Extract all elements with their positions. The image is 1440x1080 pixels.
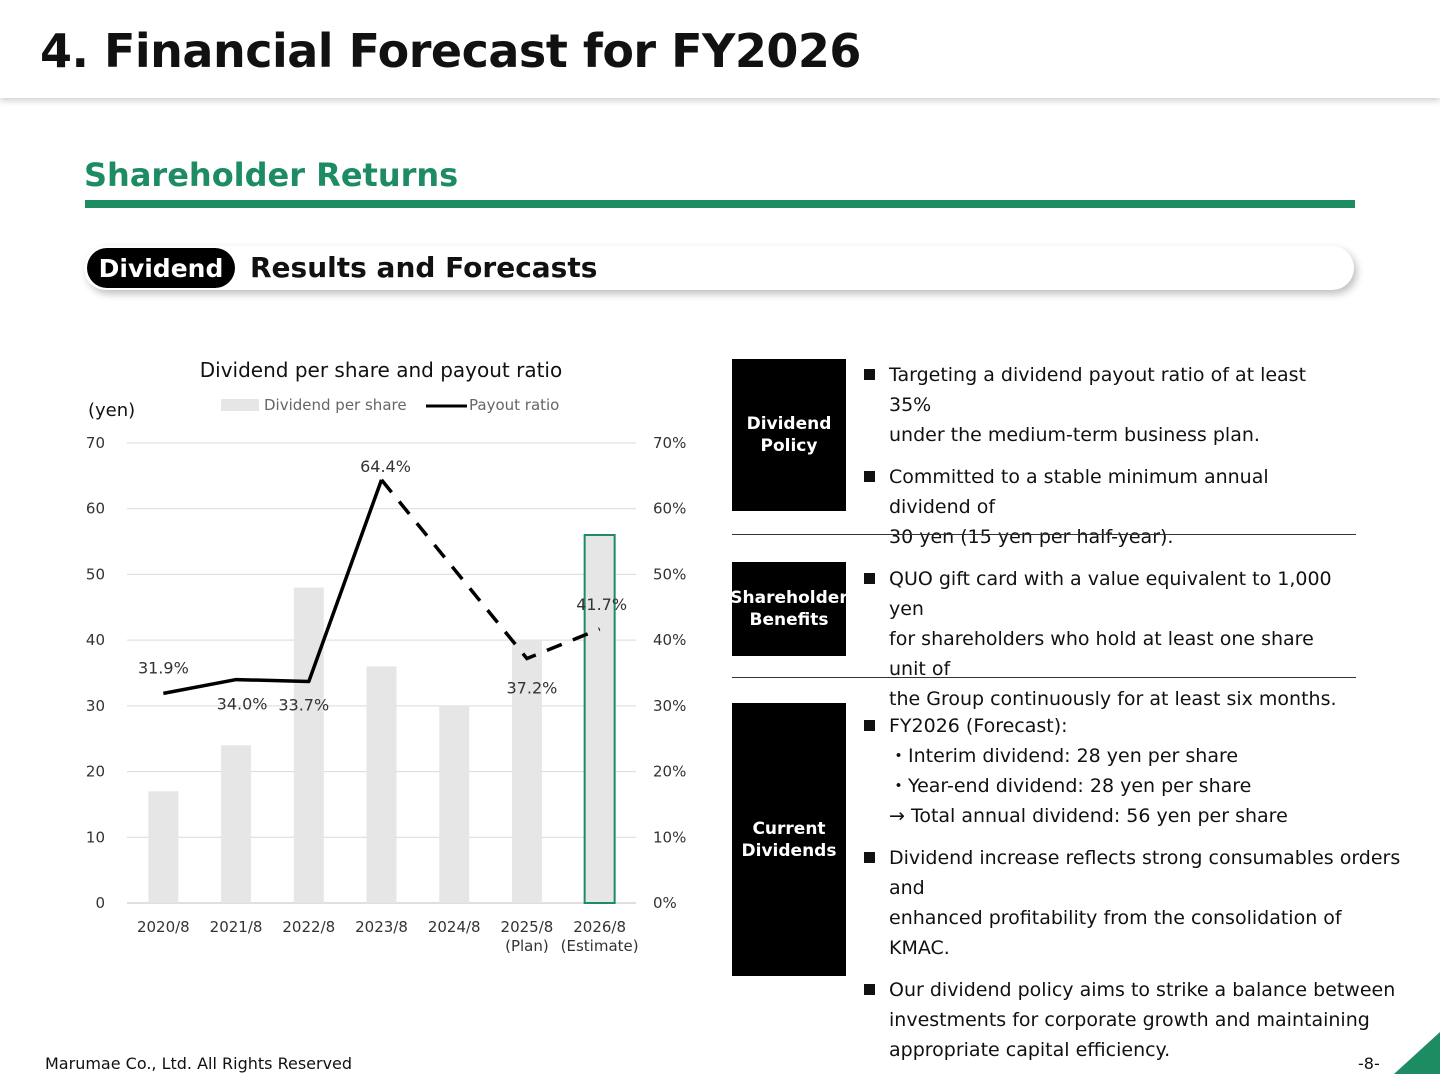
current-dividends-label-line: Dividends: [741, 840, 837, 861]
bar: [439, 705, 470, 903]
x-tick: 2021/8: [210, 918, 263, 936]
square-bullet-icon: [864, 369, 875, 380]
current-dividends-text: appropriate capital efficiency.: [889, 1039, 1171, 1061]
y-right-tick: 10%: [653, 828, 686, 846]
dividend-policy-bullet: Committed to a stable minimum annual div…: [862, 462, 1342, 552]
legend-bar-label: Dividend per share: [264, 396, 407, 414]
shareholder-benefits-text: QUO gift card with a value equivalent to…: [889, 568, 1332, 620]
payout-data-label: 34.0%: [217, 695, 268, 714]
banner-title: Results and Forecasts: [250, 251, 598, 284]
square-bullet-icon: [864, 984, 875, 995]
square-bullet-icon: [864, 573, 875, 584]
current-dividends-bullets: FY2026 (Forecast): ・Interim dividend: 28 …: [862, 711, 1407, 1077]
shareholder-benefits-bullet: QUO gift card with a value equivalent to…: [862, 564, 1342, 714]
dividend-policy-text: Targeting a dividend payout ratio of at …: [889, 364, 1307, 416]
y-left-tick: 0: [95, 894, 105, 912]
y-right-tick: 30%: [653, 697, 686, 715]
y-left-tick: 60: [86, 500, 105, 518]
x-tick: 2026/8: [573, 918, 626, 936]
y-left-tick: 50: [86, 565, 105, 583]
section-divider: [85, 200, 1355, 208]
payout-data-label: 31.9%: [138, 658, 189, 677]
dividend-policy-text: 30 yen (15 yen per half-year).: [889, 526, 1174, 548]
x-tick: 2025/8: [501, 918, 554, 936]
y-right-tick: 60%: [653, 500, 686, 518]
current-dividends-bullet: Dividend increase reflects strong consum…: [862, 843, 1407, 963]
legend-line-label: Payout ratio: [469, 396, 559, 414]
payout-line-forecast: [380, 478, 601, 661]
legend-bar-swatch: [221, 399, 259, 411]
y-left-tick: 10: [86, 828, 105, 846]
dividend-chart: Dividend per share and payout ratio (yen)…: [86, 358, 686, 955]
y-right-tick: 0%: [653, 894, 677, 912]
current-dividends-bullet: Our dividend policy aims to strike a bal…: [862, 975, 1407, 1065]
bar: [221, 745, 252, 903]
current-dividends-text: → Total annual dividend: 56 yen per shar…: [889, 805, 1288, 827]
shareholder-benefits-label-line: Shareholder: [730, 588, 848, 608]
payout-data-label: 33.7%: [278, 696, 329, 715]
square-bullet-icon: [864, 720, 875, 731]
payout-data-label: 64.4%: [360, 457, 411, 476]
y-left-tick: 20: [86, 763, 105, 781]
y-axis-unit: (yen): [88, 400, 135, 421]
chart-title: Dividend per share and payout ratio: [200, 358, 562, 382]
bar-highlighted: [583, 534, 616, 904]
current-dividends-text: ・Interim dividend: 28 yen per share: [889, 745, 1239, 767]
current-dividends-text: FY2026 (Forecast):: [889, 715, 1068, 737]
y-right-tick: 40%: [653, 631, 686, 649]
current-dividends-text: ・Year-end dividend: 28 yen per share: [889, 775, 1252, 797]
current-dividends-text: Our dividend policy aims to strike a bal…: [889, 979, 1396, 1001]
dividend-policy-bullets: Targeting a dividend payout ratio of at …: [862, 360, 1342, 564]
x-tick: 2023/8: [355, 918, 408, 936]
dividend-policy-text: under the medium-term business plan.: [889, 424, 1260, 446]
current-dividends-text: enhanced profitability from the consolid…: [889, 907, 1342, 959]
y-left-tick: 70: [86, 434, 105, 452]
payout-data-label: 37.2%: [507, 679, 558, 698]
current-dividends-label: Current Dividends: [732, 703, 846, 976]
y-left-tick: 30: [86, 697, 105, 715]
current-dividends-text: Dividend increase reflects strong consum…: [889, 847, 1401, 899]
section-title: Shareholder Returns: [84, 156, 459, 194]
payout-data-label: 41.7%: [576, 595, 627, 614]
square-bullet-icon: [864, 852, 875, 863]
dividend-policy-label-line: Dividend: [746, 414, 832, 434]
y-left-tick: 40: [86, 631, 105, 649]
dividend-policy-label: Dividend Policy: [732, 359, 846, 511]
x-tick: (Estimate): [561, 937, 639, 955]
shareholder-benefits-text: the Group continuously for at least six …: [889, 688, 1337, 710]
bar: [148, 791, 179, 903]
divider-1: [732, 534, 1356, 535]
payout-line-actual: [163, 479, 384, 696]
divider-2: [732, 677, 1356, 678]
shareholder-benefits-label: Shareholder Benefits: [730, 562, 848, 656]
current-dividends-text: investments for corporate growth and mai…: [889, 1009, 1370, 1031]
x-tick: 2024/8: [428, 918, 481, 936]
x-tick: 2022/8: [282, 918, 335, 936]
page-number: -8-: [1358, 1054, 1380, 1073]
dividend-tag: Dividend: [87, 248, 235, 288]
shareholder-benefits-text: for shareholders who hold at least one s…: [889, 628, 1314, 680]
subsection-banner: Dividend Results and Forecasts: [84, 246, 1354, 290]
x-tick: 2020/8: [137, 918, 190, 936]
dividend-policy-label-line: Policy: [760, 436, 818, 456]
x-tick: (Plan): [505, 937, 549, 955]
y-right-tick: 70%: [653, 434, 686, 452]
y-right-tick: 50%: [653, 565, 686, 583]
shareholder-benefits-bullets: QUO gift card with a value equivalent to…: [862, 564, 1342, 726]
current-dividends-label-line: Current: [752, 818, 826, 839]
dividend-policy-text: Committed to a stable minimum annual div…: [889, 466, 1269, 518]
square-bullet-icon: [864, 471, 875, 482]
bar: [366, 666, 397, 903]
header-bar: [0, 0, 1440, 98]
bar: [293, 587, 324, 903]
corner-triangle: [1394, 1032, 1440, 1074]
copyright: Marumae Co., Ltd. All Rights Reserved: [45, 1054, 353, 1073]
bar: [511, 640, 542, 903]
current-dividends-bullet: FY2026 (Forecast): ・Interim dividend: 28 …: [862, 711, 1407, 831]
page-title: 4. Financial Forecast for FY2026: [40, 24, 861, 78]
shareholder-benefits-label-line: Benefits: [749, 610, 829, 630]
dividend-policy-bullet: Targeting a dividend payout ratio of at …: [862, 360, 1342, 450]
y-right-tick: 20%: [653, 763, 686, 781]
